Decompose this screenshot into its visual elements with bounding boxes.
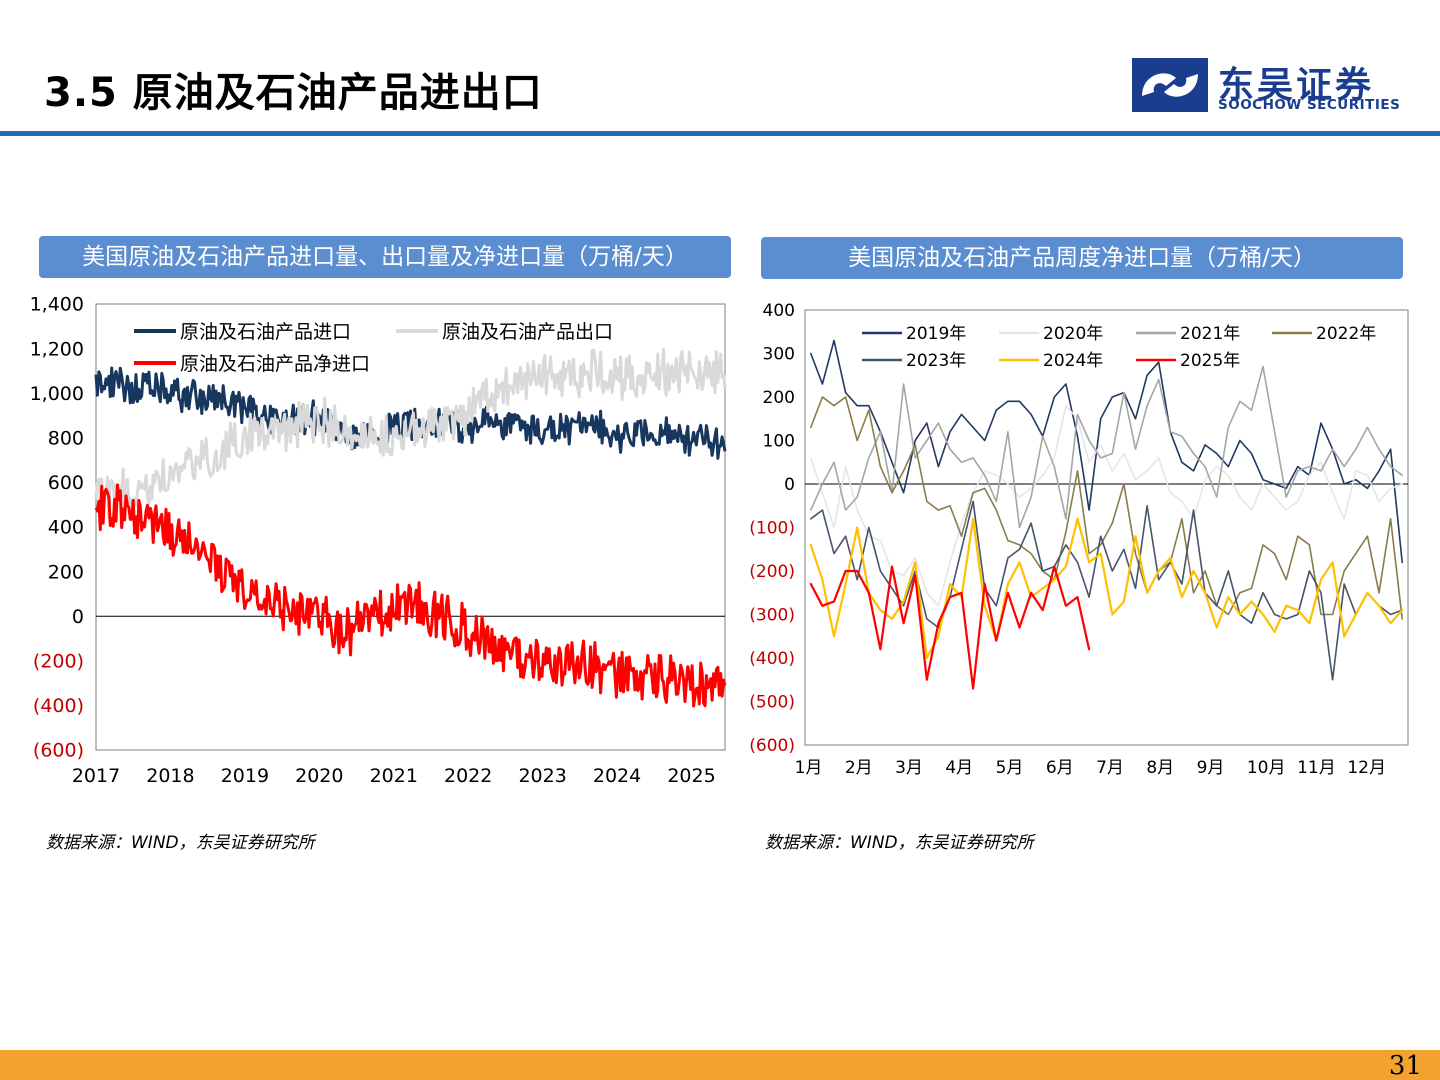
chart1-y-tick-label: 200	[48, 561, 84, 583]
chart2-x-tick-label: 1月	[795, 758, 823, 778]
chart2-series-line-7	[809, 565, 1091, 690]
chart2-title: 美国原油及石油产品周度净进口量（万桶/天）	[761, 237, 1403, 279]
title-divider	[0, 131, 1440, 136]
chart1-legend-label: 原油及石油产品净进口	[180, 353, 370, 375]
chart1-x-tick-label: 2023	[518, 765, 566, 787]
chart1-source-note: 数据来源：WIND，东吴证券研究所	[46, 833, 315, 853]
chart2-y-tick-label: 100	[763, 431, 795, 451]
logo-chinese-name: 东吴证券	[1218, 65, 1375, 106]
chart2-x-tick-label: 4月	[945, 758, 973, 778]
chart2-x-tick-label: 11月	[1297, 758, 1336, 778]
company-logo: 东吴证券 SOOCHOW SECURITIES	[1132, 56, 1412, 116]
chart1-y-tick-label: 800	[48, 427, 84, 449]
page-title: 3.5 原油及石油产品进出口	[44, 70, 543, 116]
chart1-x-tick-label: 2024	[593, 765, 641, 787]
chart2-series-line-1	[810, 339, 1403, 564]
chart1-x-tick-label: 2020	[295, 765, 343, 787]
chart2-series-line-5	[810, 500, 1403, 681]
chart2-y-tick-label: 0	[784, 475, 795, 495]
chart1-y-tick-label: (400)	[33, 695, 84, 717]
chart2-y-tick-label: 300	[763, 344, 795, 364]
chart1-legend-label: 原油及石油产品进口	[180, 321, 351, 343]
chart2-legend-label: 2021年	[1180, 324, 1240, 344]
chart2-x-tick-label: 12月	[1347, 758, 1386, 778]
chart1-x-tick-label: 2018	[146, 765, 194, 787]
chart1-series-line-3	[94, 483, 727, 708]
chart2-series-line-2	[810, 404, 1403, 607]
chart2-series-line-6	[809, 517, 1404, 660]
chart2-source-note: 数据来源：WIND，东吴证券研究所	[765, 833, 1034, 853]
chart1-series-line-2	[94, 348, 727, 519]
chart1-y-tick-label: 1,200	[30, 338, 84, 360]
chart2-legend-label: 2020年	[1043, 324, 1103, 344]
chart2-y-tick-label: (500)	[749, 692, 795, 712]
chart1-legend-label: 原油及石油产品出口	[442, 321, 613, 343]
chart1-x-tick-label: 2025	[667, 765, 715, 787]
chart2-y-tick-label: (300)	[749, 605, 795, 625]
chart2-legend-label: 2019年	[906, 324, 966, 344]
chart1-plot-frame	[95, 303, 726, 751]
chart2-legend-label: 2024年	[1043, 351, 1103, 371]
footer-bar	[0, 1050, 1440, 1080]
chart1-y-tick-label: 0	[72, 606, 84, 628]
chart1-x-tick-label: 2017	[72, 765, 120, 787]
chart2-x-tick-label: 6月	[1046, 758, 1074, 778]
chart2-x-tick-label: 9月	[1197, 758, 1225, 778]
chart2-legend-label: 2022年	[1316, 324, 1376, 344]
chart1-x-tick-label: 2019	[221, 765, 269, 787]
chart2-x-tick-label: 8月	[1146, 758, 1174, 778]
chart1-y-tick-label: (600)	[33, 740, 84, 762]
chart2-y-tick-label: (200)	[749, 562, 795, 582]
chart2-x-tick-label: 10月	[1247, 758, 1286, 778]
soochow-logo-icon	[1132, 58, 1208, 112]
chart2-x-tick-label: 7月	[1096, 758, 1124, 778]
chart2-x-tick-label: 3月	[895, 758, 923, 778]
chart2-y-tick-label: 200	[763, 388, 795, 408]
chart2-series-line-4	[810, 396, 1403, 620]
chart1-series-line-1	[94, 366, 727, 460]
chart2-x-tick-label: 5月	[996, 758, 1024, 778]
chart2-series-line-3	[810, 365, 1403, 529]
chart1-y-tick-label: 400	[48, 517, 84, 539]
chart2-legend-label: 2025年	[1180, 351, 1240, 371]
logo-english-name: SOOCHOW SECURITIES	[1218, 97, 1401, 113]
chart2-y-tick-label: (600)	[749, 736, 795, 756]
chart2-plot-frame	[804, 309, 1409, 746]
chart1-y-tick-label: 1,000	[30, 383, 84, 405]
chart1-x-tick-label: 2021	[370, 765, 418, 787]
chart2-y-tick-label: 400	[763, 301, 795, 321]
chart2-y-tick-label: (400)	[749, 649, 795, 669]
chart2-legend-label: 2023年	[906, 351, 966, 371]
chart2-x-tick-label: 2月	[845, 758, 873, 778]
chart1-y-tick-label: (200)	[33, 650, 84, 672]
chart1-title: 美国原油及石油产品进口量、出口量及净进口量（万桶/天）	[39, 236, 731, 278]
chart1-y-tick-label: 1,400	[30, 294, 84, 316]
page-number: 31	[1388, 1051, 1422, 1080]
chart1-x-tick-label: 2022	[444, 765, 492, 787]
chart2-y-tick-label: (100)	[749, 518, 795, 538]
chart1-y-tick-label: 600	[48, 472, 84, 494]
